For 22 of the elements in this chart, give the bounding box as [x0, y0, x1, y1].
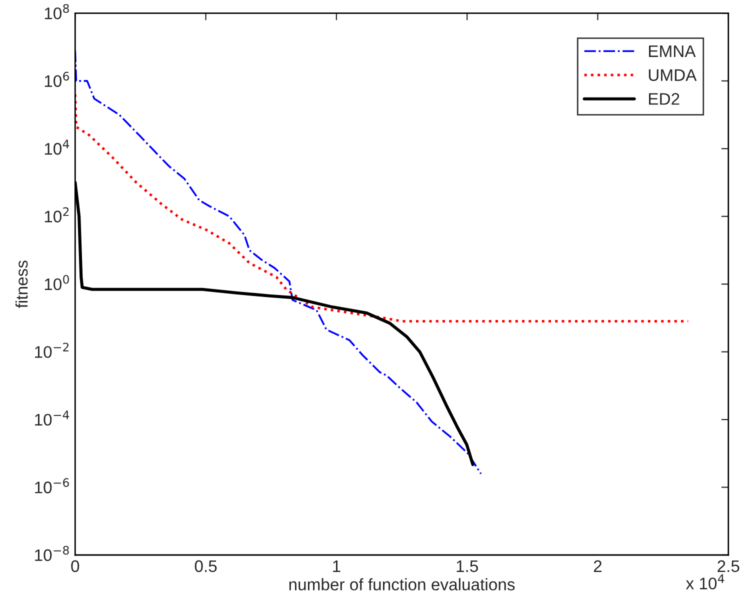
x-tick-label: 1.5 [456, 560, 478, 572]
x-tick-label: 0.5 [194, 560, 217, 572]
legend-label: ED2 [649, 93, 680, 105]
x-tick-label: 2.5 [718, 560, 740, 572]
y-tick-label: 10$^{0}$ [44, 274, 69, 290]
text: x 10$^{4}$ [686, 574, 724, 590]
line-series [75, 93, 690, 322]
legend-label: EMNA [649, 45, 696, 57]
x-axis-title: number of function evaluations [289, 578, 515, 590]
y-tick-label: 10$^{−8}$ [35, 546, 69, 562]
y-tick-label: 10$^{8}$ [44, 4, 69, 20]
y-axis-title: fitness [15, 260, 28, 308]
y-tick-label: 10$^{2}$ [44, 207, 69, 222]
y-tick-label: 10$^{4}$ [44, 140, 70, 155]
y-tick-label: 10$^{6}$ [44, 72, 69, 87]
y-tick-label: 10$^{−4}$ [35, 410, 70, 426]
legend-label: UMDA [648, 69, 697, 81]
x-tick-label: 2 [594, 560, 602, 572]
y-tick-label: 10$^{−2}$ [35, 342, 69, 358]
y-tick-label: 10$^{−6}$ [35, 478, 69, 494]
x-tick-label: 0 [71, 560, 80, 572]
x-tick-label: 1 [333, 560, 340, 572]
